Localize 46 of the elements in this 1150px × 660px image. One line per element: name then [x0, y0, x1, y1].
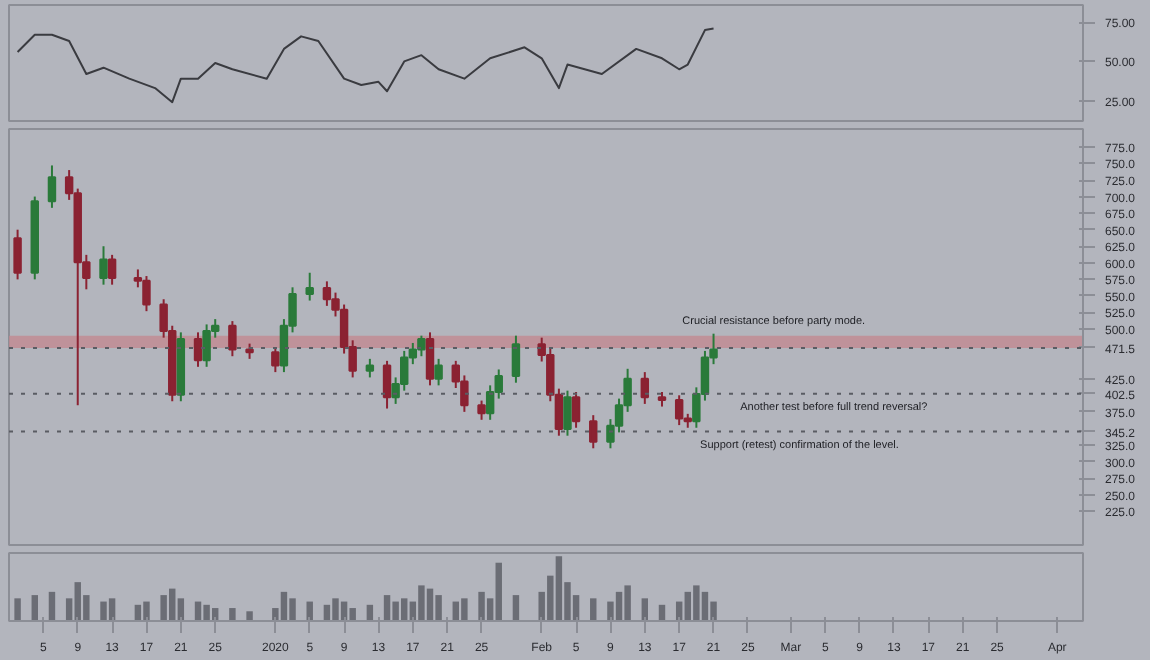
bar — [392, 601, 399, 621]
candlestick — [571, 390, 581, 429]
bar — [306, 601, 313, 621]
bar — [495, 562, 502, 621]
candlestick — [202, 323, 211, 368]
candlestick — [13, 228, 22, 281]
bar — [383, 595, 391, 621]
bar — [160, 595, 167, 621]
candlestick — [382, 359, 392, 410]
candlestick — [417, 334, 426, 358]
candlestick — [563, 389, 572, 437]
bar — [14, 598, 21, 621]
bar — [418, 585, 425, 621]
bar — [289, 598, 296, 621]
candlestick — [434, 357, 443, 387]
bar — [435, 595, 442, 621]
candlestick — [589, 414, 598, 450]
candlestick — [477, 399, 486, 421]
bar — [229, 608, 236, 621]
bar — [693, 585, 700, 621]
bar — [143, 601, 150, 621]
candlestick — [511, 334, 521, 384]
candlestick — [271, 346, 280, 374]
bar — [624, 585, 631, 621]
bar — [246, 611, 253, 621]
candlestick — [142, 275, 151, 313]
candlestick — [99, 245, 108, 286]
bar — [203, 604, 210, 621]
bar — [349, 608, 356, 621]
candlestick — [107, 253, 117, 286]
bar — [590, 598, 597, 621]
bar — [461, 598, 468, 621]
bar — [100, 601, 107, 621]
candlestick — [365, 357, 375, 379]
candlestick — [305, 271, 314, 302]
line-series — [16, 27, 715, 104]
bar — [555, 556, 563, 621]
bar — [332, 598, 339, 621]
candlestick — [674, 394, 684, 427]
bar — [512, 595, 520, 621]
bar — [478, 591, 485, 621]
candlestick — [425, 331, 435, 387]
candlestick — [193, 331, 203, 368]
candlestick — [228, 320, 237, 358]
candlestick — [47, 164, 57, 209]
bar — [31, 595, 38, 621]
